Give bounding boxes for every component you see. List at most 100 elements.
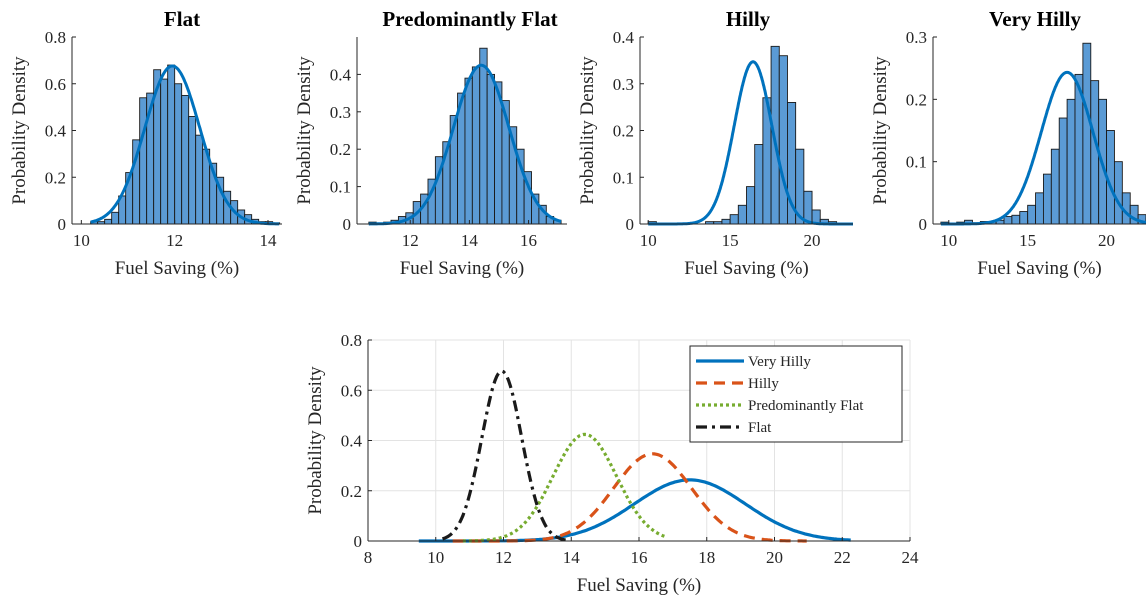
histogram-bar (1035, 192, 1044, 225)
histogram-bar (1042, 173, 1052, 225)
histogram-bars (647, 45, 838, 225)
y-tick-label: 0.4 (45, 122, 67, 141)
x-tick-label: 10 (640, 231, 657, 250)
chart-panel-4: 0 0.1 0.2 0.3 10 15 20 Fuel Saving (%) Probabili… (870, 7, 1146, 279)
x-tick-label: 10 (427, 548, 444, 567)
y-axis-label: Probability Density (294, 56, 315, 205)
y-tick-label: 0 (626, 215, 635, 234)
normal-fit-curve (90, 64, 280, 226)
x-tick-label: 20 (1098, 231, 1115, 250)
y-tick-label: 0.2 (45, 168, 66, 187)
y-tick-label: 0.6 (341, 381, 362, 400)
series-line-3 (462, 432, 665, 543)
histogram-bar (104, 218, 113, 225)
chart-title: Hilly (726, 7, 771, 31)
x-tick-label: 20 (766, 548, 783, 567)
histogram-bar (1066, 98, 1076, 225)
y-tick-label: 0 (343, 215, 352, 234)
x-axis-label: Fuel Saving (%) (684, 258, 809, 279)
y-tick-label: 0 (919, 215, 928, 234)
histogram-bar (471, 66, 481, 225)
series-line-1 (418, 478, 851, 543)
x-tick-label: 16 (631, 548, 648, 567)
histogram-bar (1082, 42, 1092, 225)
chart-panel-5: Very Hilly Hilly Predominantly Flat Flat 0 0.… (305, 331, 919, 596)
y-tick-label: 0 (354, 532, 363, 551)
histogram-bar (1011, 214, 1021, 225)
x-tick-label: 10 (73, 231, 90, 250)
histogram-bar (754, 144, 764, 225)
histogram-bar (139, 97, 148, 225)
y-tick-label: 0.1 (906, 153, 927, 172)
normal-fit-curve (368, 63, 562, 226)
legend-label: Predominantly Flat (748, 398, 864, 414)
y-tick-label: 0.8 (341, 331, 362, 350)
chart-title: Predominantly Flat (382, 7, 557, 31)
y-tick-label: 0.4 (341, 432, 363, 451)
x-tick-label: 16 (520, 231, 537, 250)
histogram-bar (160, 78, 169, 225)
x-tick-label: 12 (166, 231, 183, 250)
y-axis-label: Probability Density (9, 56, 30, 205)
series-line-2 (452, 452, 807, 543)
histogram-bar (174, 83, 183, 225)
histogram-bar (188, 116, 197, 225)
x-tick-label: 12 (495, 548, 512, 567)
y-tick-label: 0.8 (45, 28, 66, 47)
histogram-bar (729, 214, 739, 225)
y-tick-label: 0.3 (906, 28, 927, 47)
y-axis-label: Probability Density (577, 56, 598, 205)
x-axis-label: Fuel Saving (%) (400, 258, 525, 279)
chart-panel-3: 0 0.1 0.2 0.3 0.4 10 15 20 Fuel Saving (%) Probab… (577, 7, 853, 279)
x-tick-label: 20 (804, 231, 821, 250)
histogram-bar (111, 211, 120, 225)
y-tick-label: 0 (58, 215, 67, 234)
x-tick-label: 24 (902, 548, 920, 567)
x-tick-label: 18 (698, 548, 715, 567)
y-tick-label: 0.6 (45, 75, 66, 94)
x-tick-label: 12 (402, 231, 419, 250)
x-tick-label: 22 (834, 548, 851, 567)
y-tick-label: 0.3 (330, 103, 351, 122)
y-tick-label: 0.1 (613, 168, 634, 187)
x-tick-label: 10 (940, 231, 957, 250)
histogram-bar (1113, 161, 1123, 225)
chart-panel-2: 0 0.1 0.2 0.3 0.4 12 14 16 Fuel Saving (%) Probab… (294, 7, 567, 279)
histogram-bar (486, 73, 495, 225)
histogram-bar (1058, 117, 1068, 225)
legend: Very Hilly Hilly Predominantly Flat Flat (689, 345, 903, 443)
histogram-bar (721, 218, 731, 225)
y-axis-label: Probability Density (870, 56, 891, 205)
y-tick-label: 0.4 (330, 65, 352, 84)
histogram-bars (368, 47, 562, 225)
histogram-bar (195, 134, 204, 225)
histogram-bar (181, 94, 190, 225)
y-tick-label: 0.4 (613, 28, 635, 47)
y-tick-label: 0.2 (613, 122, 634, 141)
legend-label: Very Hilly (748, 354, 811, 370)
chart-panel-1: 0 0.2 0.4 0.6 0.8 10 12 14 Fuel Saving (%) Probab… (9, 7, 282, 279)
legend-label: Flat (748, 420, 772, 436)
x-axis-label: Fuel Saving (%) (977, 258, 1102, 279)
x-tick-label: 14 (563, 548, 581, 567)
x-tick-label: 15 (722, 231, 739, 250)
y-axis-label: Probability Density (305, 366, 326, 515)
x-axis-label: Fuel Saving (%) (577, 575, 702, 596)
histogram-bar (1003, 216, 1013, 225)
y-tick-label: 0.3 (613, 75, 634, 94)
x-axis-label: Fuel Saving (%) (115, 258, 240, 279)
x-tick-label: 14 (461, 231, 479, 250)
x-tick-label: 15 (1019, 231, 1036, 250)
histogram-bar (1050, 148, 1060, 225)
chart-title: Very Hilly (989, 7, 1081, 31)
histogram-bar (778, 55, 788, 225)
histogram-bar (1019, 211, 1029, 225)
histogram-bar (167, 64, 176, 225)
y-tick-label: 0.2 (341, 482, 362, 501)
series-line-4 (441, 369, 570, 543)
histogram-bar (479, 47, 488, 225)
histogram-bars (90, 64, 281, 225)
x-tick-label: 14 (260, 231, 278, 250)
histogram-bar (1027, 204, 1037, 225)
